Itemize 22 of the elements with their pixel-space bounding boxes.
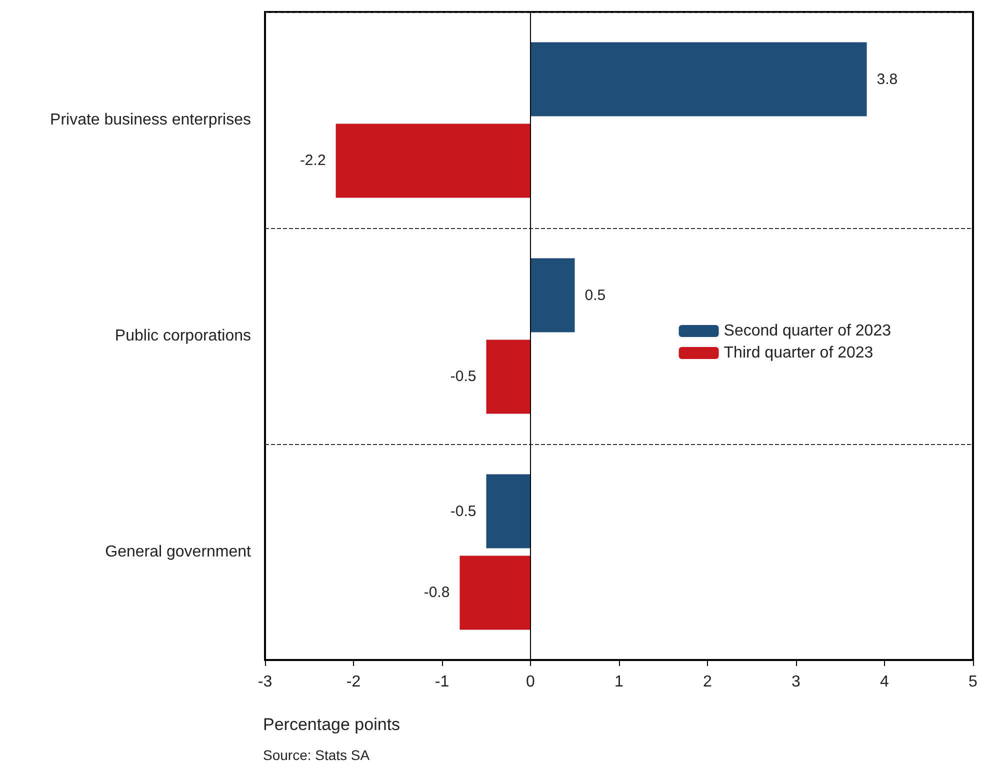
x-tick-label: 2 (703, 674, 712, 690)
x-tick-label: -1 (434, 674, 450, 690)
x-tick-label: 1 (614, 674, 624, 690)
x-axis-title: Percentage points (263, 715, 400, 734)
data-label: -0.5 (450, 502, 476, 520)
data-label: 3.8 (876, 70, 898, 88)
legend-label: Third quarter of 2023 (724, 344, 874, 362)
x-tick-label: 4 (880, 674, 890, 690)
source-note: Source: Stats SA (263, 747, 370, 763)
x-tick-label: 5 (968, 674, 978, 690)
legend-label: Second quarter of 2023 (724, 322, 892, 340)
y-tick-label: Public corporations (114, 328, 251, 344)
x-tick-label: -2 (346, 674, 361, 690)
data-label: -0.5 (450, 368, 476, 386)
x-tick-label: 0 (526, 674, 536, 690)
data-label: -0.8 (424, 584, 450, 602)
y-tick-label: Private business enterprises (50, 112, 251, 128)
x-tick-label: 3 (792, 674, 801, 690)
data-label: 0.5 (584, 286, 606, 304)
data-label: -2.2 (300, 152, 326, 170)
x-tick-label: -3 (258, 674, 272, 690)
y-tick-label: General government (105, 544, 252, 560)
